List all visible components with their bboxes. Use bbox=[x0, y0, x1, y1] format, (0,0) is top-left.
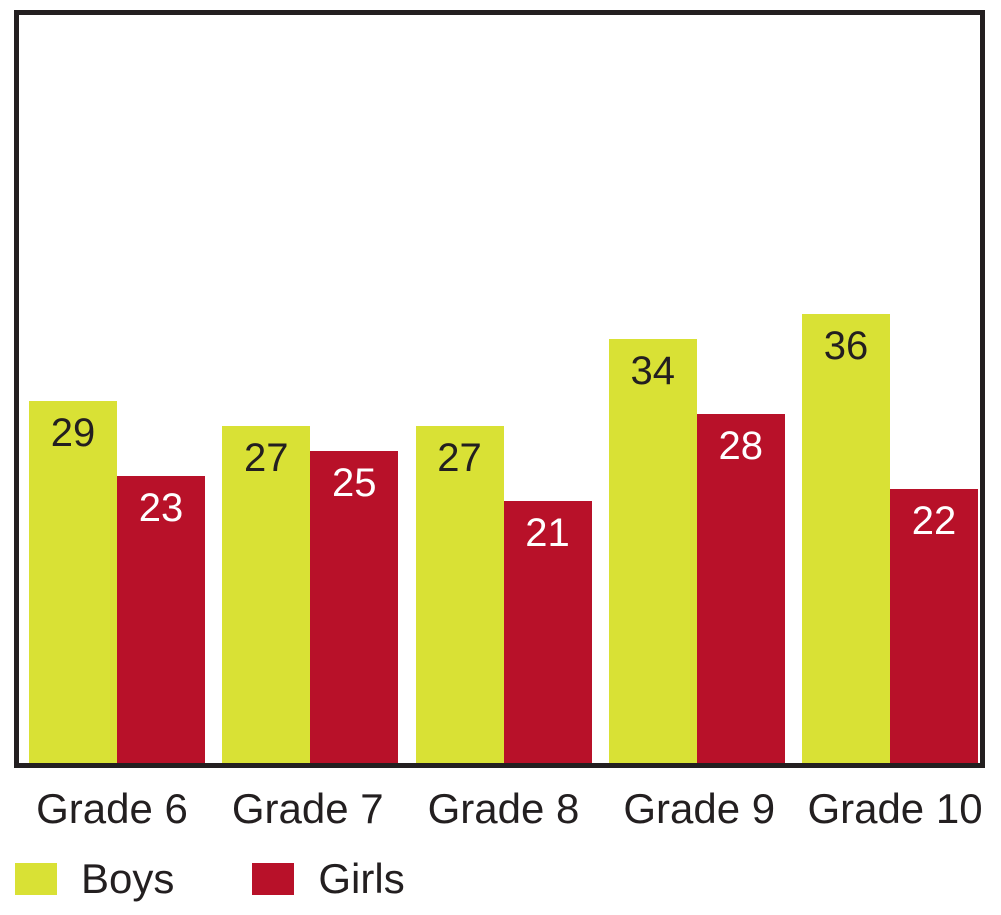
plot-area: 29 23 27 25 27 21 34 28 36 22 bbox=[14, 10, 985, 768]
legend: Boys Girls bbox=[15, 858, 405, 900]
x-axis-label-grade-7: Grade 7 bbox=[231, 785, 384, 832]
bar-boys-grade-8: 27 bbox=[415, 426, 504, 763]
bar-girls-grade-9: 28 bbox=[696, 413, 785, 763]
bar-girls-grade-10: 22 bbox=[890, 488, 978, 763]
bar-value-label: 27 bbox=[437, 436, 482, 481]
bar-value-label: 22 bbox=[911, 498, 957, 543]
legend-label-boys: Boys bbox=[81, 855, 175, 902]
bar-group-grade-8: 27 21 bbox=[415, 15, 592, 763]
bar-group-grade-10: 36 22 bbox=[802, 15, 978, 763]
bar-value-label: 36 bbox=[823, 324, 869, 369]
x-axis-label-grade-10: Grade 10 bbox=[807, 785, 983, 832]
bar-group-grade-7: 27 25 bbox=[222, 15, 399, 763]
bar-value-label: 21 bbox=[525, 511, 570, 556]
bar-group-grade-6: 29 23 bbox=[29, 15, 205, 763]
bar-girls-grade-7: 25 bbox=[310, 451, 399, 763]
bar-value-label: 25 bbox=[332, 461, 377, 506]
bar-boys-grade-9: 34 bbox=[608, 339, 697, 763]
x-axis-labels: Grade 6 Grade 7 Grade 8 Grade 9 Grade 10 bbox=[14, 785, 985, 832]
bar-boys-grade-10: 36 bbox=[802, 314, 890, 763]
bar-value-label: 29 bbox=[50, 411, 96, 456]
bar-value-label: 27 bbox=[244, 436, 289, 481]
bar-value-label: 34 bbox=[630, 349, 676, 394]
x-axis-label-grade-6: Grade 6 bbox=[36, 785, 188, 832]
boys-color-swatch bbox=[15, 863, 57, 895]
legend-label-girls: Girls bbox=[318, 855, 405, 902]
bar-girls-grade-6: 23 bbox=[117, 476, 205, 763]
bar-group-grade-9: 34 28 bbox=[608, 15, 785, 763]
legend-item-girls: Girls bbox=[252, 855, 405, 902]
legend-item-boys: Boys bbox=[15, 858, 174, 900]
x-axis-label-grade-8: Grade 8 bbox=[427, 785, 580, 832]
girls-color-swatch bbox=[252, 863, 295, 895]
bar-girls-grade-8: 21 bbox=[503, 501, 592, 763]
bar-boys-grade-7: 27 bbox=[222, 426, 311, 763]
bar-boys-grade-6: 29 bbox=[29, 401, 117, 763]
bar-value-label: 28 bbox=[718, 423, 764, 468]
bar-value-label: 23 bbox=[138, 486, 184, 531]
x-axis-label-grade-9: Grade 9 bbox=[623, 785, 776, 832]
